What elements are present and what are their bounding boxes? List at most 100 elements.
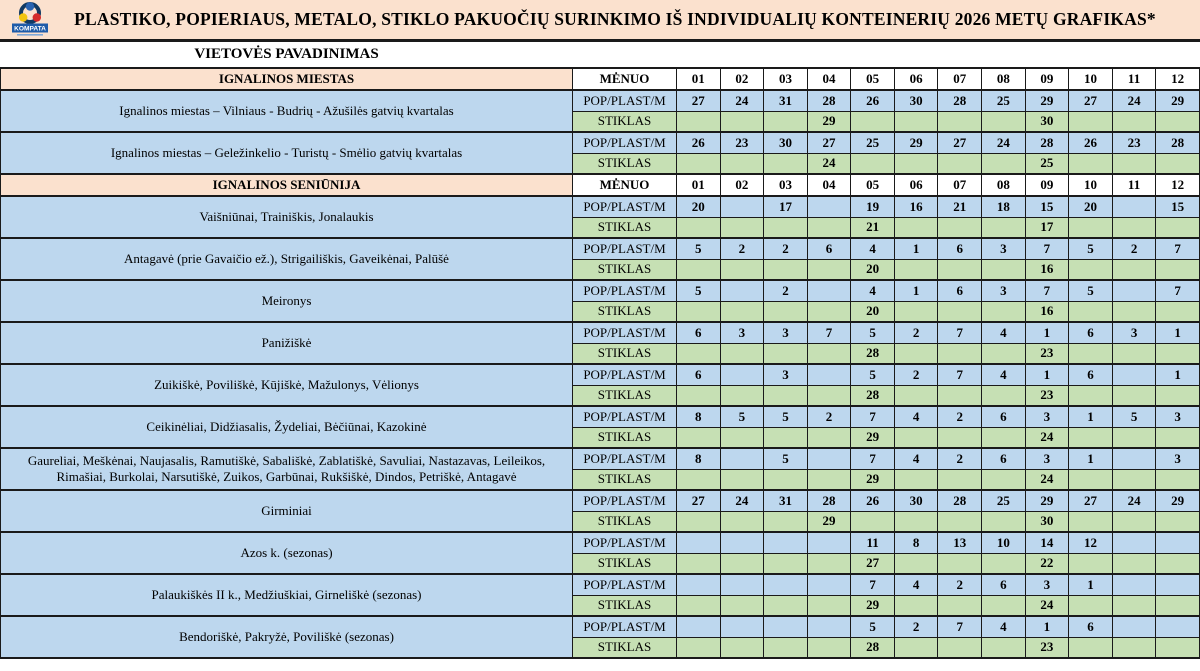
month-cell: 10 [1068,67,1113,91]
pop-plast-m-row: Meironys POP/PLAST/M 5 2 4 1 6 3 7 5 7 [0,279,1200,323]
schedule-day-cell [676,615,721,638]
schedule-day-cell: 3 [1155,405,1200,428]
schedule-day-cell [981,384,1026,407]
schedule-day-cell [893,216,939,239]
schedule-day-cell: 6 [676,363,721,386]
pop-row-label: POP/PLAST/M [572,405,677,428]
schedule-day-cell [806,552,852,575]
schedule-day-cell: 13 [937,531,983,554]
schedule-day-cell: 15 [1155,195,1200,218]
schedule-day-cell: 2 [763,237,808,260]
schedule-day-cell: 5 [763,447,808,470]
schedule-day-cell: 28 [1024,131,1070,154]
schedule-day-cell [719,342,765,365]
schedule-day-cell [893,636,939,659]
schedule-day-cell: 24 [719,489,765,512]
schedule-day-cell [676,636,721,659]
schedule-day-cell: 25 [1024,152,1070,175]
schedule-day-cell: 23 [1111,131,1157,154]
schedule-day-cell: 29 [1024,89,1070,112]
schedule-day-cell: 24 [719,89,765,112]
place-cell: Palaukiškės II k., Medžiuškiai, Girneliš… [0,573,573,617]
schedule-day-cell: 1 [1024,321,1070,344]
schedule-day-cell [1068,258,1113,281]
stiklas-row: STIKLAS 20 16 [1,258,1200,281]
schedule-day-cell: 28 [850,384,895,407]
schedule-day-cell [676,594,721,617]
schedule-day-cell [1111,426,1157,449]
schedule-day-cell: 24 [1024,594,1070,617]
schedule-day-cell: 16 [893,195,939,218]
stiklas-row: STIKLAS 29 30 [1,110,1200,133]
kompata-logo-icon: KOMPATA [12,2,48,36]
schedule-day-cell: 5 [719,405,765,428]
schedule-day-cell: 29 [1024,489,1070,512]
schedule-day-cell: 5 [1068,237,1113,260]
pop-row-label: POP/PLAST/M [572,237,677,260]
schedule-day-cell: 27 [1068,89,1113,112]
schedule-day-cell [806,573,852,596]
schedule-day-cell [676,152,721,175]
schedule-day-cell [1155,110,1200,133]
schedule-day-cell [763,636,808,659]
schedule-day-cell: 7 [806,321,852,344]
schedule-day-cell [719,531,765,554]
schedule-day-cell [1155,552,1200,575]
schedule-day-cell [806,384,852,407]
month-cell: 01 [676,67,721,91]
title-bar: KOMPATA PLASTIKO, POPIERIAUS, METALO, ST… [0,0,1200,42]
pop-plast-m-row: Ignalinos miestas – Geležinkelio - Turis… [0,131,1200,175]
place-cell: Meironys [0,279,573,323]
schedule-day-cell [806,615,852,638]
schedule-day-cell [719,447,765,470]
schedule-day-cell [719,615,765,638]
schedule-day-cell: 7 [937,615,983,638]
schedule-day-cell [893,384,939,407]
schedule-day-cell [1111,342,1157,365]
schedule-day-cell: 27 [676,489,721,512]
schedule-day-cell: 6 [981,405,1026,428]
pop-plast-m-row: Gaureliai, Meškėnai, Naujasalis, Ramutiš… [0,447,1200,491]
schedule-day-cell [981,342,1026,365]
schedule-day-cell [893,110,939,133]
pop-row-label: POP/PLAST/M [572,447,677,470]
schedule-day-cell: 1 [893,237,939,260]
schedule-day-cell: 29 [806,110,852,133]
place-cell: Girminiai [0,489,573,533]
schedule-day-cell: 21 [850,216,895,239]
schedule-day-cell [1068,594,1113,617]
schedule-day-cell: 14 [1024,531,1070,554]
stiklas-row-label: STIKLAS [572,468,677,491]
month-cell: 03 [763,67,808,91]
place-cell: Bendoriškė, Pakryžė, Poviliškė (sezonas) [0,615,573,659]
schedule-day-cell [1111,447,1157,470]
month-cell: 05 [850,67,895,91]
stiklas-row-label: STIKLAS [572,342,677,365]
schedule-day-cell: 23 [1024,384,1070,407]
month-cell: 12 [1155,67,1200,91]
schedule-day-cell: 24 [1111,89,1157,112]
schedule-day-cell: 30 [1024,510,1070,533]
schedule-day-cell: 21 [937,195,983,218]
month-cell: 07 [937,173,983,197]
schedule-day-cell [981,110,1026,133]
schedule-day-cell: 31 [763,489,808,512]
schedule-day-cell [676,216,721,239]
stiklas-row: STIKLAS 29 24 [1,426,1200,449]
schedule-day-cell [1068,468,1113,491]
pop-plast-m-row: Palaukiškės II k., Medžiuškiai, Girneliš… [0,573,1200,617]
schedule-day-cell: 8 [676,405,721,428]
schedule-day-cell [893,510,939,533]
schedule-day-cell: 2 [893,363,939,386]
schedule-day-cell: 1 [1068,573,1113,596]
schedule-day-cell: 4 [981,363,1026,386]
schedule-day-cell [1155,636,1200,659]
schedule-day-cell: 7 [937,321,983,344]
pop-plast-m-row: Vaišniūnai, Trainiškis, Jonalaukis POP/PL… [0,195,1200,239]
schedule-day-cell: 24 [1111,489,1157,512]
stiklas-row: STIKLAS 20 16 [1,300,1200,323]
pop-plast-m-row: Ceikinėliai, Didžiasalis, Žydeliai, Bėči… [0,405,1200,449]
schedule-day-cell [1155,510,1200,533]
schedule-day-cell [719,552,765,575]
schedule-day-cell [719,363,765,386]
